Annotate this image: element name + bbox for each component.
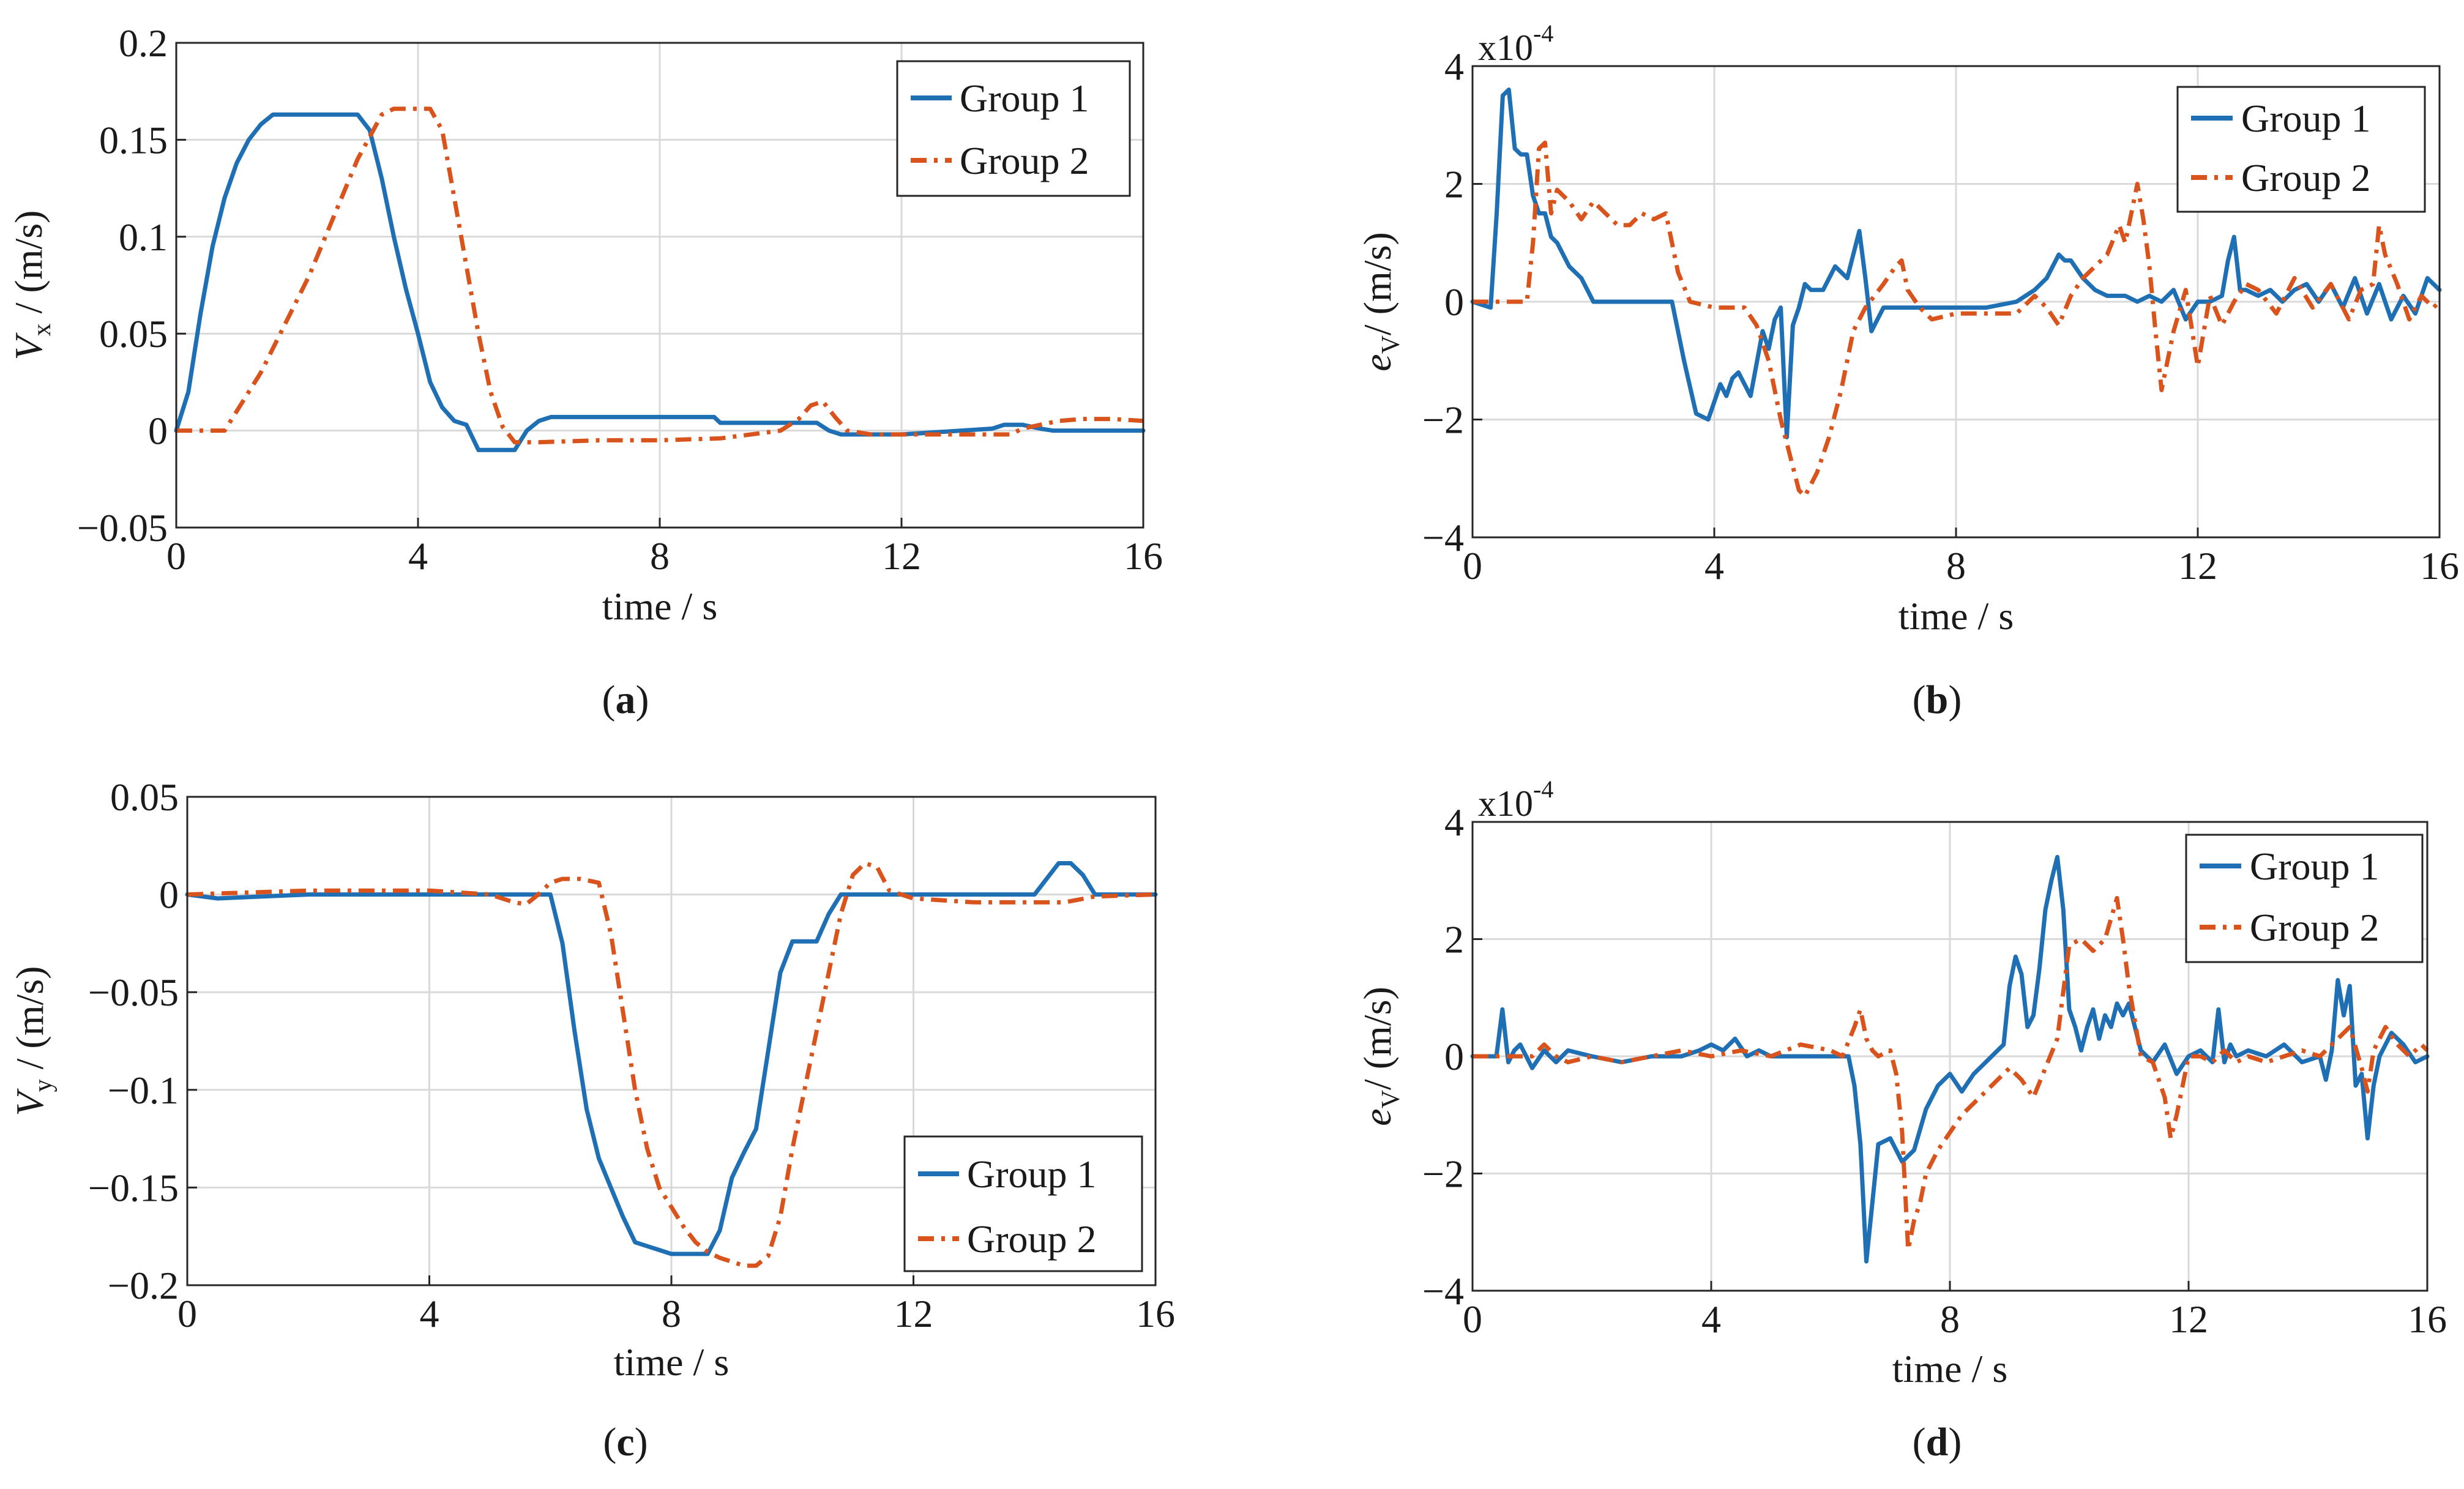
x-tick-label: 12	[882, 534, 921, 578]
y-tick-label: 0	[1444, 280, 1464, 324]
x-tick-label: 12	[2178, 544, 2217, 588]
panel-d-frame	[1471, 821, 2429, 1292]
legend-label-group1: Group 1	[960, 77, 1089, 120]
legend-label-group1: Group 1	[2250, 845, 2380, 888]
legend-label-group2: Group 2	[967, 1217, 1097, 1261]
panel-d-lines	[1470, 854, 2430, 1264]
panel-d-caption: (d)	[1913, 1420, 1962, 1465]
y-tick-label: 0.1	[119, 215, 168, 259]
x-tick-label: 16	[2408, 1297, 2447, 1341]
x-tick-label: 16	[1124, 534, 1163, 578]
y-tick-label: −0.2	[108, 1264, 179, 1307]
panel-c-legend: Group 1 Group 2	[903, 1135, 1143, 1272]
legend-box	[896, 60, 1131, 197]
legend-label-group2: Group 2	[2250, 906, 2380, 949]
panel-a-legend: Group 1 Group 2	[896, 60, 1131, 197]
y-tick-label: 4	[1444, 45, 1464, 88]
panel-a-yticks: −0.05 0 0.05 0.1 0.15 0.2	[77, 21, 186, 550]
x-tick-label: 0	[1463, 544, 1482, 588]
series-line-group2	[1473, 896, 2429, 1252]
panel-b-xlabel: time / s	[1898, 594, 2014, 638]
x-tick-label: 16	[2420, 544, 2459, 588]
panel-d-ylabel: eV/ (m/s)	[1356, 987, 1405, 1126]
panel-d-xticks: 0 4 8 12 16	[1463, 1281, 2447, 1341]
legend-box	[2176, 86, 2426, 213]
panel-a-frame	[175, 42, 1144, 529]
legend-label-group1: Group 1	[2241, 97, 2371, 140]
y-tick-label: 2	[1444, 918, 1464, 961]
panel-b-xticks: 0 4 8 12 16	[1463, 528, 2459, 588]
y-tick-label: −4	[1422, 1269, 1464, 1313]
y-tick-label: −2	[1422, 398, 1464, 442]
x-tick-label: 12	[2169, 1297, 2208, 1341]
panel-c-xlabel: time / s	[614, 1340, 729, 1384]
panel-c-caption: (c)	[603, 1420, 648, 1465]
panel-b-yticks: −4 −2 0 2 4	[1422, 45, 1482, 559]
y-tick-label: 0.05	[110, 775, 179, 819]
x-tick-label: 4	[1704, 544, 1724, 588]
panel-b-caption: (b)	[1913, 677, 1962, 722]
x-tick-label: 4	[408, 534, 428, 578]
y-tick-label: −0.05	[88, 971, 179, 1014]
x-tick-label: 16	[1136, 1292, 1175, 1335]
x-tick-label: 8	[650, 534, 670, 578]
series-line-group2	[187, 861, 1156, 1268]
legend-label-group1: Group 1	[967, 1152, 1097, 1196]
x-tick-label: 0	[166, 534, 186, 578]
legend-label-group2: Group 2	[960, 139, 1089, 182]
y-tick-label: 2	[1444, 163, 1464, 206]
y-tick-label: 0.15	[99, 118, 168, 162]
legend-box	[903, 1135, 1143, 1272]
panel-b-ylabel: eV/ (m/s)	[1356, 232, 1405, 371]
panel-d-legend: Group 1 Group 2	[2185, 834, 2424, 963]
x-tick-label: 0	[1463, 1297, 1482, 1341]
y-tick-label: 0	[1444, 1035, 1464, 1078]
series-line-group2	[176, 106, 1144, 445]
x-tick-label: 8	[1946, 544, 1966, 588]
y-tick-label: −0.05	[77, 506, 168, 550]
y-tick-label: −0.15	[88, 1166, 179, 1209]
series-line-group2	[1473, 140, 2441, 499]
y-tick-label: −2	[1422, 1152, 1464, 1196]
panel-d-xlabel: time / s	[1892, 1347, 2007, 1390]
series-line-group1	[1470, 854, 2430, 1264]
panel-b-frame	[1471, 65, 2441, 539]
panel-c-frame	[186, 796, 1157, 1286]
panel-b-legend: Group 1 Group 2	[2176, 86, 2426, 213]
panel-b-multiplier: x10-4	[1478, 20, 1553, 68]
panel-c-ylabel: Vy / (m/s)	[8, 966, 58, 1116]
legend-label-group2: Group 2	[2241, 156, 2371, 200]
y-tick-label: 0	[148, 409, 168, 453]
y-tick-label: 4	[1444, 800, 1464, 844]
panel-a-xlabel: time / s	[602, 584, 717, 628]
x-tick-label: 0	[177, 1292, 197, 1335]
y-tick-label: 0.2	[119, 21, 168, 65]
panel-c-xticks: 0 4 8 12 16	[177, 1275, 1175, 1335]
x-tick-label: 8	[1940, 1297, 1960, 1341]
x-tick-label: 12	[894, 1292, 933, 1335]
panel-d-multiplier: x10-4	[1478, 775, 1553, 824]
panel-c-lines	[185, 861, 1158, 1268]
panel-a-ylabel: Vx / (m/s)	[7, 211, 56, 360]
y-tick-label: −4	[1422, 516, 1464, 559]
legend-box	[2185, 834, 2424, 963]
y-tick-label: −0.1	[108, 1069, 179, 1112]
panel-c-yticks: −0.2 −0.15 −0.1 −0.05 0 0.05	[88, 775, 197, 1307]
panel-a-lines	[174, 106, 1146, 452]
panel-b: −4 −2 0 2 4 0 4 8 12 16 x10-4 eV/ (m/s) time / s…	[1356, 20, 2459, 722]
x-tick-label: 4	[1701, 1297, 1721, 1341]
panel-b-lines	[1470, 88, 2442, 499]
x-tick-label: 4	[420, 1292, 439, 1335]
y-tick-label: 0	[159, 873, 179, 917]
y-tick-label: 0.05	[99, 312, 168, 356]
panel-a-caption: (a)	[602, 677, 649, 722]
panel-d: −4 −2 0 2 4 0 4 8 12 16 x10-4 eV/ (m/s) time / s…	[1356, 775, 2447, 1465]
panel-a-xticks: 0 4 8 12 16	[166, 518, 1163, 578]
series-line-group1	[1470, 88, 2442, 439]
x-tick-label: 8	[662, 1292, 681, 1335]
panel-c: −0.2 −0.15 −0.1 −0.05 0 0.05 0 4 8 12 16 Vy / (m/…	[8, 775, 1175, 1465]
series-line-group1	[185, 861, 1158, 1256]
